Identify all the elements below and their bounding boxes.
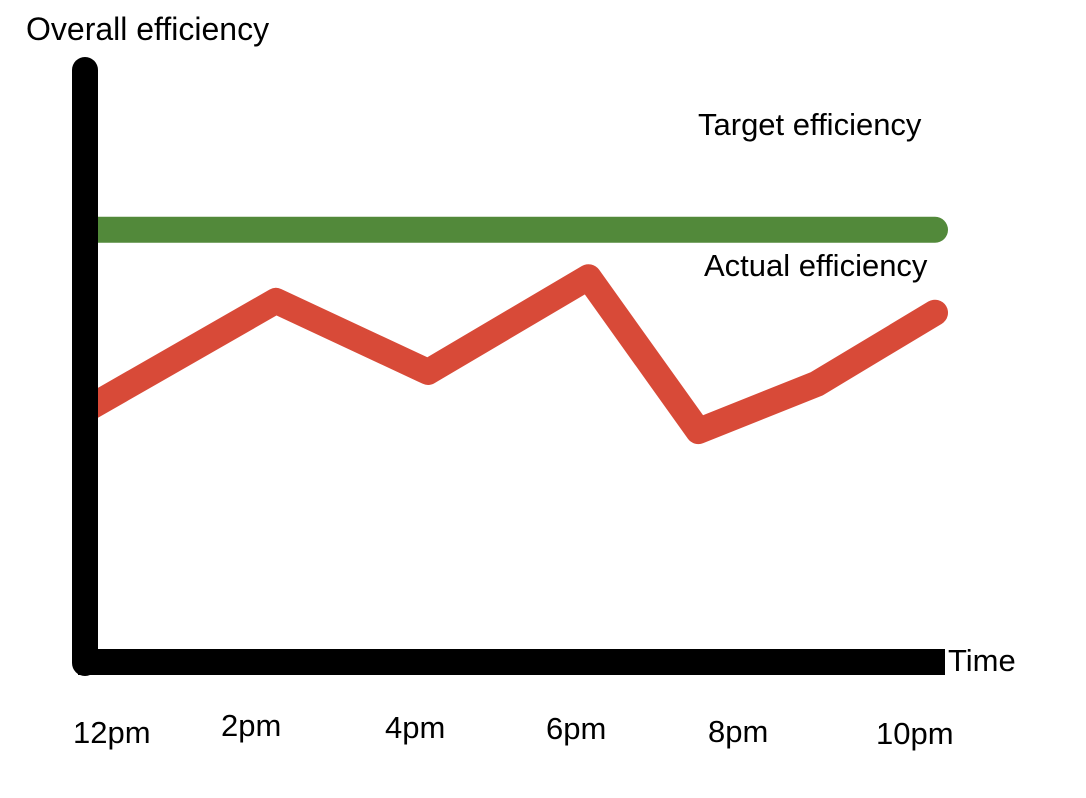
- x-tick-label: 6pm: [546, 711, 606, 746]
- y-axis-label: Overall efficiency: [26, 11, 269, 47]
- x-tick-label: 2pm: [221, 708, 281, 743]
- x-tick-label: 12pm: [73, 715, 151, 750]
- actual-efficiency-line: [77, 264, 948, 445]
- x-tick-label: 4pm: [385, 710, 445, 745]
- x-tick-label: 8pm: [708, 714, 768, 749]
- series-layer: [77, 216, 948, 445]
- target-series-label: Target efficiency: [698, 107, 922, 142]
- actual-series-label: Actual efficiency: [704, 248, 928, 283]
- x-tick-label: 10pm: [876, 716, 954, 751]
- x-axis-label: Time: [948, 643, 1016, 678]
